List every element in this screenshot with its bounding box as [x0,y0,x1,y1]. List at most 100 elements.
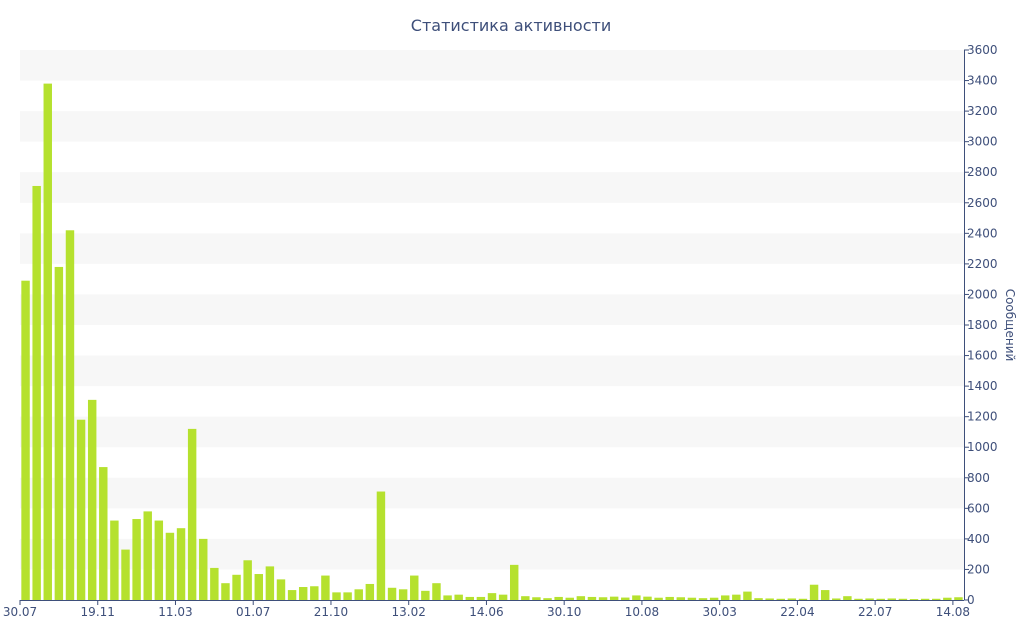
x-tick-label: 30.03 [702,605,736,619]
bar [165,532,175,600]
bar [54,266,64,600]
bar [943,597,952,600]
x-tick-label: 11.03 [158,605,192,619]
bar [687,597,697,600]
bar [643,596,652,600]
grid-band [20,477,964,509]
bar [743,591,752,600]
grid-band [20,233,964,264]
bar [410,575,419,600]
bar [854,598,863,600]
bar [576,596,586,600]
bar-series [21,83,963,601]
bar [110,520,119,600]
bar [820,590,830,600]
bar [843,596,852,600]
bar [521,596,530,600]
bar [454,594,463,600]
x-tick-label: 01.07 [236,605,270,619]
bar [243,560,252,600]
x-tick-label: 14.08 [936,605,970,619]
bar [398,589,408,600]
grid-band [20,294,964,325]
bar [310,586,319,600]
y-tick-label: 1000 [967,440,998,454]
bar [609,596,619,600]
x-tick-label: 22.04 [780,605,814,619]
bar [865,598,874,600]
x-tick-label: 14.06 [469,605,503,619]
x-tick-label: 19.11 [81,605,115,619]
bar [698,598,708,600]
bar [65,230,75,600]
bar [476,596,486,600]
y-tick-label: 1600 [967,349,998,363]
bar [32,185,41,600]
bar [232,574,241,600]
y-tick-label: 1800 [967,318,998,332]
bar [909,599,919,600]
y-tick-label: 1400 [967,379,998,393]
bar [721,595,730,600]
bar [498,594,508,600]
bar [898,598,908,600]
bar [154,520,164,600]
bar [543,598,552,600]
bar [132,519,141,600]
bar [254,574,263,600]
y-tick-label: 2000 [967,287,998,301]
bar [343,592,352,600]
chart-title: Статистика активности [411,16,611,35]
grid-band [20,416,964,448]
x-tick-label: 22.07 [858,605,892,619]
bar [920,598,930,600]
y-tick-label: 2400 [967,226,998,240]
bar [221,583,230,600]
x-tick-label: 10.08 [625,605,659,619]
bar [143,511,152,600]
bar [876,598,885,600]
bar [554,596,563,600]
bar [276,579,286,601]
bar [321,575,330,600]
bar [287,590,297,600]
bar [887,598,897,600]
bar [832,598,841,600]
bar [787,598,797,600]
x-tick-label: 30.07 [3,605,37,619]
bar [809,584,819,600]
bar [776,598,785,600]
bar [332,592,341,600]
grid-bands [20,50,964,570]
bar [709,597,719,600]
bar [376,491,386,600]
bar [954,597,963,600]
bar [732,594,741,600]
bar [199,538,208,600]
bar [43,83,52,601]
y-tick-label: 3400 [967,74,998,88]
bar [798,598,808,600]
y-tick-label: 200 [967,562,990,576]
bar [99,467,108,600]
y-tick-label: 3600 [967,43,998,57]
bar [298,587,308,600]
axes: 0 200 400 600 800 1000 1200 1400 1600 1800 2000 220… [3,43,998,619]
bar [432,583,441,600]
bar [754,598,763,600]
bar [210,567,219,600]
bar [76,419,86,600]
bar [87,399,97,600]
bar [932,598,941,600]
y-tick-label: 1200 [967,410,998,424]
y-tick-label: 400 [967,532,990,546]
bar [632,595,641,600]
y-tick-label: 800 [967,471,990,485]
grid-band [20,172,964,203]
y-tick-label: 3000 [967,135,998,149]
bar [487,593,497,601]
bar [765,598,774,600]
bar [387,587,397,600]
